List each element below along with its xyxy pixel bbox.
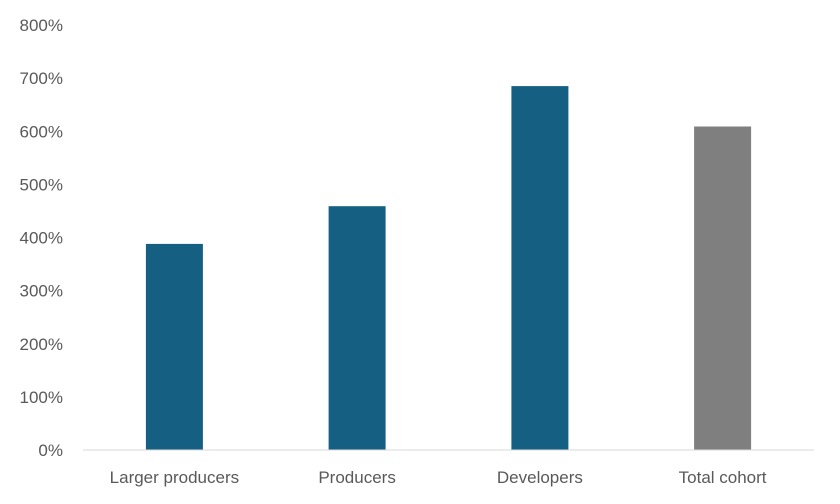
y-tick-label: 0% <box>38 441 63 460</box>
y-tick-label: 400% <box>20 229 63 248</box>
bar <box>694 126 752 450</box>
x-tick-label: Total cohort <box>679 468 767 487</box>
y-tick-label: 600% <box>20 122 63 141</box>
x-tick-label: Producers <box>318 468 395 487</box>
y-axis: 0% 100% 200% 300% 400% 500% 600% 700% 800% <box>20 16 63 460</box>
x-tick-label: Larger producers <box>110 468 239 487</box>
bar <box>511 86 569 450</box>
bar <box>328 206 386 450</box>
x-axis: Larger producers Producers Developers Total… <box>83 449 814 487</box>
y-tick-label: 300% <box>20 282 63 301</box>
x-tick-label: Developers <box>497 468 583 487</box>
y-tick-label: 200% <box>20 335 63 354</box>
bars <box>145 86 752 450</box>
y-tick-label: 500% <box>20 175 63 194</box>
bar <box>145 243 203 450</box>
y-tick-label: 700% <box>20 69 63 88</box>
y-tick-label: 800% <box>20 16 63 35</box>
y-tick-label: 100% <box>20 388 63 407</box>
